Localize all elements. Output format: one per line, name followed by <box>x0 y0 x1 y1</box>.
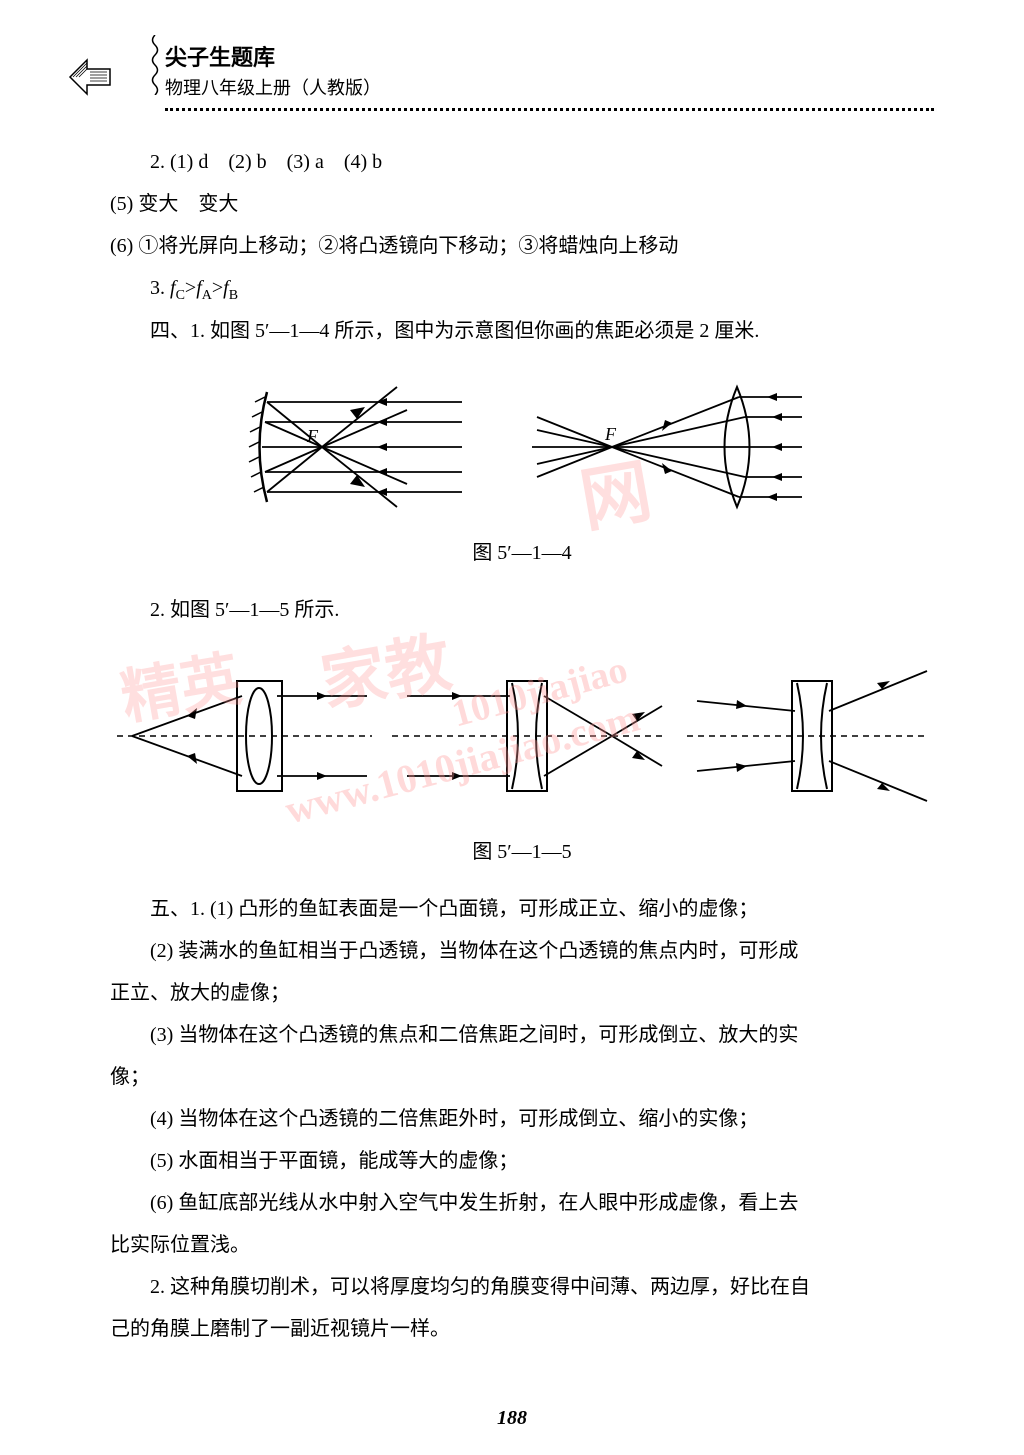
answer-line: (3) 当物体在这个凸透镜的焦点和二倍焦距之间时，可形成倒立、放大的实 <box>110 1014 934 1056</box>
concave-mirror-diagram: F <box>237 372 467 522</box>
section-line: 五、1. (1) 凸形的鱼缸表面是一个凸面镜，可形成正立、缩小的虚像； <box>110 888 934 930</box>
svg-text:F: F <box>306 426 319 446</box>
answer-line-cont: 像； <box>110 1056 934 1098</box>
answer-line: (2) 装满水的鱼缸相当于凸透镜，当物体在这个凸透镜的焦点内时，可形成 <box>110 930 934 972</box>
page-header: 尖子生题库 物理八年级上册（人教版） <box>110 40 934 111</box>
lens-ray-diagrams <box>112 651 932 821</box>
figure-caption: 图 5′—1—5 <box>110 831 934 873</box>
answer-line: (6) ①将光屏向上移动；②将凸透镜向下移动；③将蜡烛向上移动 <box>110 225 934 267</box>
convex-lens-diagram: F <box>527 372 807 522</box>
answer-line-cont: 比实际位置浅。 <box>110 1224 934 1266</box>
divider <box>165 108 934 111</box>
content-body: 2. (1) d (2) b (3) a (4) b (5) 变大 变大 (6)… <box>110 141 934 1350</box>
figure-caption: 图 5′—1—4 <box>110 532 934 574</box>
answer-line: 2. (1) d (2) b (3) a (4) b <box>110 141 934 183</box>
answer-line-cont: 正立、放大的虚像； <box>110 972 934 1014</box>
book-subtitle: 物理八年级上册（人教版） <box>165 74 934 100</box>
answer-line: (4) 当物体在这个凸透镜的二倍焦距外时，可形成倒立、缩小的实像； <box>110 1098 934 1140</box>
page-number: 188 <box>497 1407 527 1430</box>
svg-text:F: F <box>604 424 617 444</box>
answer-line: (6) 鱼缸底部光线从水中射入空气中发生折射，在人眼中形成虚像，看上去 <box>110 1182 934 1224</box>
answer-line: (5) 变大 变大 <box>110 183 934 225</box>
answer-line: 3. fC>fA>fB <box>110 267 934 310</box>
arrow-icon <box>65 55 115 105</box>
figure-5-1-4: F <box>110 372 934 522</box>
answer-line-cont: 己的角膜上磨制了一副近视镜片一样。 <box>110 1308 934 1350</box>
wave-border-icon <box>150 35 160 95</box>
answer-line: (5) 水面相当于平面镜，能成等大的虚像； <box>110 1140 934 1182</box>
answer-line: 2. 这种角膜切削术，可以将厚度均匀的角膜变得中间薄、两边厚，好比在自 <box>110 1266 934 1308</box>
section-line: 四、1. 如图 5′—1—4 所示，图中为示意图但你画的焦距必须是 2 厘米. <box>110 310 934 352</box>
book-title: 尖子生题库 <box>165 40 934 72</box>
answer-line: 2. 如图 5′—1—5 所示. <box>110 589 934 631</box>
figure-5-1-5 <box>110 651 934 821</box>
